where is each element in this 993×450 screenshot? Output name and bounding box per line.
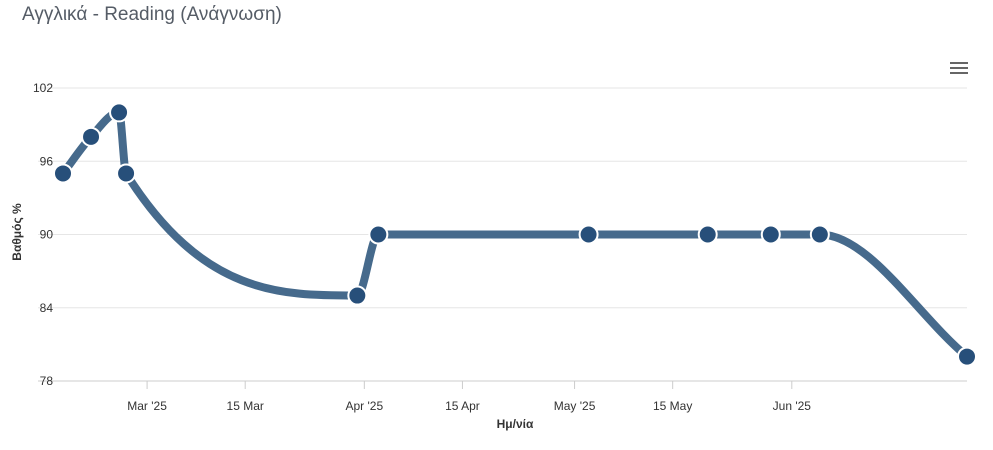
y-axis-title: Βαθμός %: [10, 203, 24, 261]
series-group: [53, 102, 977, 367]
x-tick-label: 15 Mar: [227, 399, 264, 413]
data-point: [809, 224, 830, 245]
x-tick-label: May '25: [554, 399, 596, 413]
data-point: [697, 224, 718, 245]
hamburger-menu-icon[interactable]: [948, 60, 970, 78]
y-tick-label: 90: [40, 228, 54, 242]
x-tick-label: Jun '25: [773, 399, 812, 413]
y-tick-label: 96: [40, 154, 54, 168]
chart-title: Αγγλικά - Reading (Ανάγνωση): [22, 4, 282, 25]
x-tick-label: Mar '25: [127, 399, 167, 413]
x-axis-title: Ημ/νία: [497, 417, 534, 431]
x-tick-label: 15 May: [653, 399, 692, 413]
menu-line: [950, 62, 968, 64]
menu-line: [950, 72, 968, 74]
data-point: [760, 224, 781, 245]
x-axis: Mar '25 15 Mar Apr '25 15 Apr May '25 15 May J…: [127, 381, 811, 413]
y-tick-label: 84: [40, 301, 54, 315]
y-tick-label: 78: [40, 374, 54, 388]
data-point: [578, 224, 599, 245]
data-point: [109, 102, 130, 123]
data-point: [347, 285, 368, 306]
data-point: [81, 126, 102, 147]
x-tick-label: Apr '25: [346, 399, 384, 413]
y-tick-label: 102: [33, 81, 53, 95]
data-point: [957, 346, 977, 367]
x-tick-label: 15 Apr: [445, 399, 480, 413]
data-point: [116, 163, 137, 184]
data-point: [53, 163, 73, 184]
data-point: [368, 224, 389, 245]
y-axis-ticks: 78 84 90 96 102: [33, 81, 53, 388]
menu-line: [950, 67, 968, 69]
